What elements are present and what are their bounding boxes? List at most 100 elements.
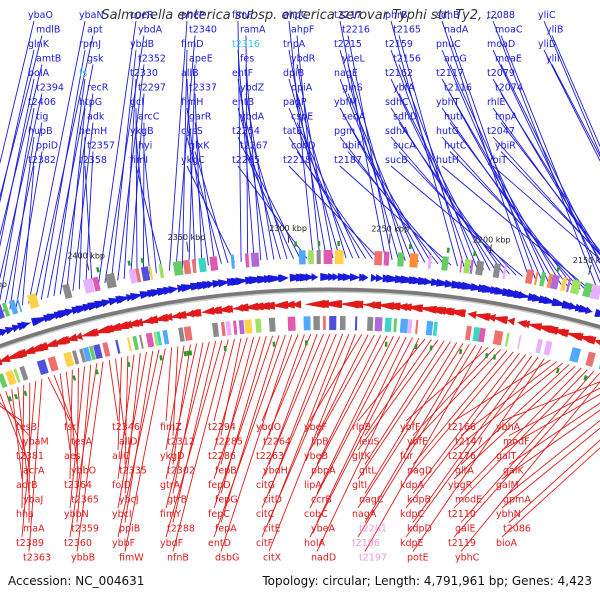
reverse-connector — [261, 334, 299, 422]
forward-feature-block — [158, 263, 165, 279]
forward-connector — [168, 20, 188, 271]
reverse-feature-block — [478, 327, 486, 343]
reverse-connector — [213, 338, 236, 422]
reverse-connector — [460, 371, 594, 523]
forward-gene-label: gcl — [130, 97, 144, 108]
reverse-gene-arrow — [417, 305, 438, 314]
reverse-gene-arrow — [542, 326, 555, 334]
forward-gene-label: t2357 — [87, 141, 115, 152]
reverse-connector — [364, 339, 432, 436]
forward-gene-label: ppiD — [36, 141, 58, 152]
green-tick — [584, 375, 588, 381]
forward-gene-label: aroG — [444, 54, 467, 65]
reverse-connector — [508, 402, 600, 465]
forward-gene-label: ybdA — [138, 25, 163, 36]
reverse-gene-arrow — [144, 316, 154, 325]
reverse-gene-label: folD — [112, 480, 131, 491]
forward-connector — [245, 122, 288, 260]
reverse-connector — [364, 344, 470, 523]
genome-backbone-arc — [0, 287, 600, 350]
reverse-feature-block — [569, 347, 582, 363]
forward-gene-label: t2265 — [232, 155, 260, 166]
reverse-gene-label: kdpB — [407, 495, 431, 506]
forward-connector — [347, 122, 432, 264]
reverse-connector — [460, 367, 582, 494]
reverse-gene-arrow — [467, 311, 477, 319]
reverse-gene-label: citX — [263, 553, 282, 564]
reverse-gene-label: gtrA — [160, 480, 181, 491]
reverse-connector — [220, 336, 267, 494]
forward-connector — [339, 20, 386, 260]
forward-gene-label: nadA — [444, 25, 469, 36]
reverse-feature-block — [36, 359, 49, 376]
reverse-connector — [261, 334, 312, 451]
forward-connector — [296, 151, 373, 260]
forward-connector — [194, 122, 216, 265]
forward-gene-label: yliC — [538, 10, 556, 21]
forward-connector — [0, 78, 35, 248]
forward-gene-label: t2254 — [232, 126, 260, 137]
reverse-feature-block — [366, 316, 374, 331]
reverse-feature-block — [425, 320, 434, 336]
reverse-connector — [412, 348, 495, 436]
reverse-connector — [124, 350, 154, 523]
forward-feature-block — [582, 282, 593, 298]
reverse-gene-label: leuS — [359, 437, 380, 448]
green-tick — [473, 250, 477, 257]
forward-feature-block — [383, 251, 390, 266]
reverse-feature-block — [303, 316, 311, 331]
reverse-connector — [460, 364, 570, 465]
green-tick — [492, 354, 497, 360]
reverse-feature-block — [238, 319, 245, 335]
forward-connector — [0, 107, 35, 302]
forward-gene-label: htpG — [79, 97, 102, 108]
reverse-connector — [172, 339, 229, 552]
forward-connector — [339, 165, 452, 266]
reverse-gene-label: fepD — [208, 480, 231, 491]
reverse-gene-arrow — [20, 345, 36, 355]
forward-gene-arrow — [595, 309, 600, 317]
reverse-gene-label: ybhC — [455, 553, 480, 564]
forward-gene-arrow — [349, 273, 361, 282]
reverse-connector — [172, 340, 217, 523]
forward-gene-label: adk — [87, 112, 105, 123]
reverse-connector — [357, 343, 464, 509]
forward-connector — [28, 20, 86, 304]
reverse-connector — [309, 335, 388, 480]
forward-feature-block — [172, 260, 184, 276]
reverse-connector — [453, 365, 576, 480]
forward-connector — [492, 165, 600, 260]
forward-gene-label: entF — [232, 68, 253, 79]
forward-connector — [347, 93, 419, 262]
forward-gene-label: entB — [232, 97, 254, 108]
reverse-feature-block — [384, 317, 392, 332]
reverse-gene-label: ybdH — [263, 466, 288, 477]
forward-gene-label: hutG — [436, 126, 459, 137]
forward-gene-label: pheP — [181, 10, 205, 21]
reverse-gene-label: ybdF — [160, 538, 183, 549]
reverse-gene-label: t2389 — [16, 538, 44, 549]
forward-gene-label: ykgC — [181, 155, 205, 166]
reverse-connector — [364, 346, 483, 552]
forward-connector — [449, 93, 562, 285]
reverse-gene-arrow — [526, 323, 543, 332]
forward-gene-label: ybdZ — [240, 83, 265, 94]
green-tick — [140, 257, 145, 264]
reverse-connector — [21, 380, 37, 538]
reverse-gene-label: t2176 — [448, 451, 476, 462]
forward-gene-label: dpiB — [283, 68, 304, 79]
forward-gene-label: t2187 — [334, 155, 362, 166]
reverse-connector — [124, 348, 166, 552]
reverse-gene-arrow — [190, 308, 202, 317]
reverse-feature-block — [93, 343, 103, 360]
reverse-gene-label: kdpA — [400, 480, 425, 491]
forward-gene-label: t2156 — [393, 54, 421, 65]
reverse-feature-block — [225, 321, 232, 336]
reverse-gene-label: t2363 — [23, 553, 51, 564]
reverse-connector — [21, 384, 25, 509]
forward-feature-block — [441, 256, 449, 271]
forward-gene-label: rpmJ — [79, 39, 101, 50]
reverse-connector — [309, 334, 375, 451]
reverse-gene-label: citG — [256, 480, 275, 491]
reverse-gene-arrow — [516, 320, 528, 328]
